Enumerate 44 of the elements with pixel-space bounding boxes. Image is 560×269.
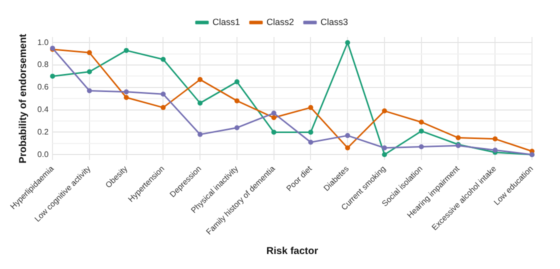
point [271,110,276,116]
point [198,132,203,137]
point [86,69,92,74]
x-axis-title: Risk factor [266,246,318,257]
point [418,128,424,134]
point [234,79,240,84]
y-tick-label: 0.8 [37,60,50,70]
point [86,50,92,56]
point [234,125,240,130]
point [456,135,461,140]
point [345,133,350,138]
y-tick-label: 0.2 [37,127,50,136]
point [124,89,129,94]
point [271,130,276,135]
legend-label: Class1 [212,16,240,27]
y-tick-label: 0.0 [37,150,50,159]
point [124,94,129,100]
point [382,152,387,158]
point [382,145,387,150]
point [345,40,350,46]
point [308,140,314,145]
y-tick-label: 0.6 [37,82,50,92]
point [234,98,240,104]
legend-label: Class3 [320,16,348,27]
legend-label: Class2 [266,16,294,27]
point [345,145,350,150]
point [418,144,424,150]
point [124,48,129,53]
point [308,105,314,110]
y-axis-title: Probability of endorsement [18,33,30,164]
point [308,130,314,135]
point [271,115,276,120]
point [198,77,203,82]
point [160,56,166,62]
point [160,105,166,110]
y-tick-label: 0.4 [37,105,50,114]
y-tick-label: 1.0 [37,38,50,47]
point [86,88,92,94]
point [382,108,387,114]
point [160,92,166,97]
point [50,74,56,79]
point [198,100,203,106]
point [418,120,424,125]
point [492,136,498,142]
